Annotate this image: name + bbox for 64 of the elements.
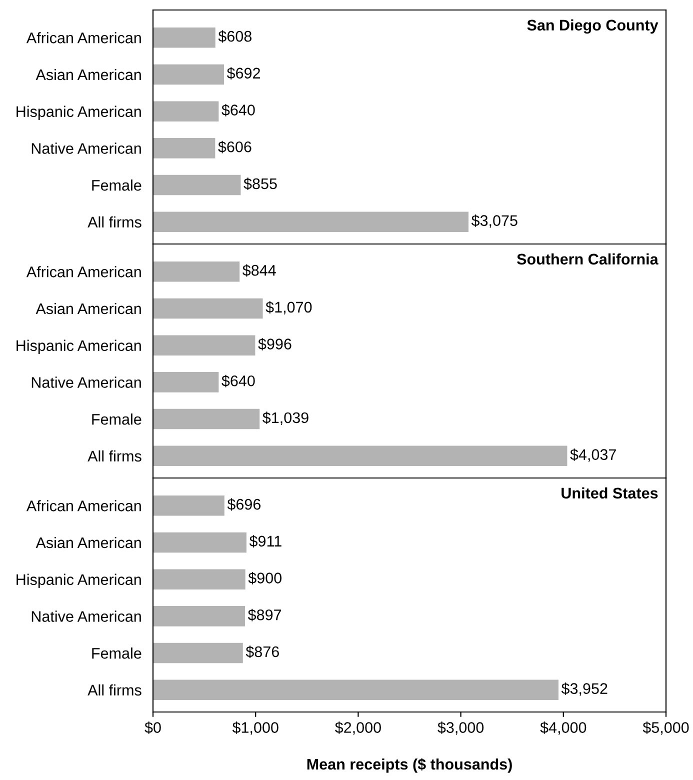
bar: [153, 372, 219, 392]
data-label: $606: [218, 140, 252, 154]
bar: [153, 212, 468, 232]
data-label: $911: [249, 535, 282, 548]
y-tick-label: Asian American: [36, 302, 141, 314]
bar: [153, 446, 568, 466]
y-tick-label: Hispanic American: [16, 574, 141, 588]
bar: [153, 64, 224, 85]
bar: [153, 28, 216, 48]
data-label: $696: [227, 498, 261, 511]
bar: [153, 101, 219, 122]
y-tick-label: African American: [26, 32, 141, 44]
y-tick-label: African American: [26, 500, 141, 512]
bar: [153, 138, 216, 158]
bar: [153, 606, 246, 626]
bar: [153, 335, 256, 356]
data-label: $1,039: [262, 412, 308, 425]
bar: [153, 262, 240, 282]
y-tick-label: Asian American: [36, 536, 141, 548]
x-tick-label: $0: [144, 721, 161, 734]
data-label: $3,952: [561, 682, 608, 696]
data-label: $640: [222, 374, 255, 388]
bar: [153, 408, 260, 430]
y-tick-label: Native American: [32, 142, 141, 154]
y-tick-label: Hispanic American: [16, 106, 141, 120]
y-tick-label: Asian American: [36, 68, 141, 80]
x-tick-label: $2,000: [335, 721, 381, 735]
y-tick-label: Native American: [32, 610, 141, 622]
data-label: $996: [258, 338, 292, 350]
data-label: $855: [244, 178, 277, 190]
x-tick-label: $1,000: [232, 721, 278, 735]
chart-title: United States: [562, 487, 658, 499]
data-label: $900: [248, 572, 282, 584]
y-tick-label: All firms: [88, 450, 142, 462]
data-label: $640: [222, 104, 255, 116]
data-label: $897: [248, 608, 282, 622]
data-label: $3,075: [471, 214, 518, 228]
x-axis-title: Mean receipts ($ thousands): [307, 758, 512, 773]
y-tick-label: All firms: [88, 216, 142, 228]
x-tick-label: $4,000: [540, 721, 586, 735]
y-tick-label: Hispanic American: [16, 340, 141, 354]
bar: [153, 569, 246, 590]
bar: [153, 532, 246, 553]
data-label: $844: [242, 264, 276, 277]
data-label: $692: [226, 67, 260, 80]
data-label: $1,070: [266, 301, 312, 314]
bar: [153, 642, 243, 664]
y-tick-label: All firms: [88, 684, 142, 696]
data-label: $608: [218, 30, 252, 43]
x-tick-label: $3,000: [438, 721, 484, 735]
x-tick-label: $5,000: [642, 721, 689, 735]
bar: [153, 680, 558, 700]
y-tick-label: African American: [26, 266, 141, 278]
y-tick-label: Female: [92, 648, 142, 659]
data-label: $876: [246, 646, 279, 658]
bar: [153, 174, 241, 196]
text: San Diego County: [527, 19, 658, 34]
y-tick-label: Female: [92, 180, 142, 191]
y-tick-label: Female: [92, 414, 142, 425]
data-label: $4,037: [570, 448, 616, 462]
bar: [153, 298, 263, 319]
bar: [153, 496, 224, 516]
chart-title: Southern California: [517, 253, 658, 265]
y-tick-label: Native American: [32, 376, 141, 388]
